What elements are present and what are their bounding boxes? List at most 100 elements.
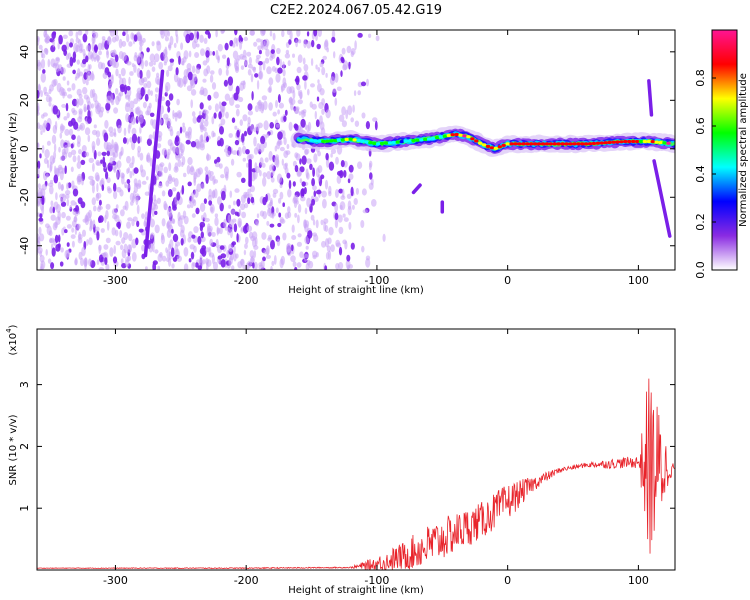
heatmap-ridge-cell [450, 133, 455, 137]
heatmap-noise-cell [291, 235, 297, 240]
spectrogram-y-axis-label: Frequency (Hz) [8, 112, 19, 188]
heatmap-noise-cell [180, 225, 185, 233]
heatmap-noise-cell [153, 199, 158, 207]
heatmap-noise-cell [121, 237, 126, 244]
heatmap-noise-cell [269, 30, 273, 37]
snr-y-multiplier: (x104) [5, 324, 19, 355]
heatmap-noise-cell [338, 246, 343, 256]
heatmap-noise-cell [199, 202, 206, 212]
heatmap-noise-cell [361, 188, 367, 196]
heatmap-noise-cell [157, 163, 164, 173]
heatmap-noise-cell [235, 104, 240, 109]
heatmap-noise-cell [168, 211, 173, 219]
heatmap-noise-cell [139, 45, 143, 52]
heatmap-noise-cell [236, 198, 241, 207]
heatmap-noise-cell [370, 178, 374, 186]
heatmap-noise-cell [342, 213, 346, 218]
heatmap-noise-cell [301, 181, 306, 187]
heatmap-noise-cell [328, 191, 332, 197]
heatmap-noise-cell [261, 43, 265, 51]
heatmap-noise-cell [259, 170, 262, 177]
heatmap-noise-cell [231, 150, 238, 156]
heatmap-noise-cell [266, 171, 272, 180]
heatmap-noise-cell [340, 160, 345, 168]
heatmap-noise-cell [279, 58, 282, 68]
heatmap-ridge-cell [368, 141, 373, 145]
heatmap-noise-cell [61, 211, 66, 219]
heatmap-noise-cell [304, 253, 309, 259]
heatmap-noise-cell [194, 188, 199, 198]
snr-y-axis-label: SNR (10 * v/v) [8, 414, 19, 485]
heatmap-noise-cell [242, 49, 247, 58]
heatmap-noise-cell [341, 106, 346, 116]
heatmap-noise-cell [294, 78, 300, 83]
heatmap-noise-cell [139, 152, 144, 161]
heatmap-noise-cell [202, 109, 208, 114]
heatmap-noise-cell [268, 150, 273, 161]
heatmap-noise-cell [165, 85, 169, 94]
heatmap-noise-cell [304, 236, 310, 245]
heatmap-noise-cell [54, 234, 59, 244]
heatmap-noise-cell [263, 120, 269, 131]
heatmap-noise-cell [119, 230, 123, 238]
heatmap-noise-cell [167, 106, 171, 113]
heatmap-noise-cell [297, 233, 302, 238]
heatmap-noise-cell [346, 254, 351, 262]
heatmap-noise-cell [249, 185, 255, 193]
heatmap-ridge-cell [521, 142, 526, 146]
heatmap-noise-cell [109, 144, 114, 149]
heatmap-noise-cell [131, 155, 135, 165]
heatmap-ridge-cell [525, 142, 530, 146]
heatmap-noise-cell [324, 179, 329, 190]
heatmap-noise-cell [200, 48, 205, 56]
heatmap-noise-cell [190, 192, 195, 201]
heatmap-ridge-cell [638, 139, 644, 144]
heatmap-noise-cell [316, 96, 320, 102]
heatmap-noise-cell [205, 174, 209, 185]
heatmap-noise-cell [347, 178, 351, 184]
heatmap-noise-cell [315, 219, 319, 229]
heatmap-noise-cell [217, 55, 220, 61]
heatmap-noise-cell [236, 233, 239, 243]
colorbar-tick-label: 0.0 [694, 261, 707, 279]
heatmap-noise-cell [138, 228, 144, 233]
spectrogram-x-tick-label: -300 [103, 274, 128, 287]
heatmap-noise-cell [180, 238, 184, 246]
heatmap-noise-cell [167, 189, 173, 198]
heatmap-noise-cell [119, 91, 124, 97]
heatmap-ridge-cell [317, 139, 322, 143]
heatmap-noise-cell [165, 100, 171, 107]
heatmap-noise-cell [50, 200, 54, 207]
heatmap-noise-cell [113, 190, 118, 200]
heatmap-noise-cell [214, 162, 221, 168]
heatmap-noise-cell [270, 177, 275, 183]
heatmap-ridge-cell [458, 133, 463, 137]
heatmap-noise-cell [117, 124, 122, 134]
heatmap-noise-cell [192, 73, 198, 82]
heatmap-noise-cell [177, 159, 182, 168]
heatmap-noise-cell [224, 148, 228, 153]
heatmap-noise-cell [64, 128, 70, 136]
heatmap-noise-cell [138, 77, 145, 86]
heatmap-noise-cell [307, 88, 310, 96]
heatmap-noise-cell [93, 57, 97, 62]
heatmap-noise-cell [86, 71, 92, 82]
heatmap-noise-cell [235, 37, 239, 47]
heatmap-noise-cell [84, 127, 91, 136]
heatmap-noise-cell [98, 216, 102, 223]
heatmap-ridge-cell [470, 137, 475, 141]
heatmap-noise-cell [160, 234, 165, 245]
heatmap-noise-cell [45, 48, 49, 56]
heatmap-noise-cell [116, 160, 122, 169]
heatmap-noise-cell [71, 240, 75, 248]
heatmap-noise-cell [91, 197, 97, 206]
heatmap-noise-cell [156, 197, 161, 204]
heatmap-noise-cell [234, 125, 238, 130]
heatmap-noise-cell [72, 51, 77, 60]
spectrogram-x-tick-label: 0 [504, 274, 511, 287]
heatmap-noise-cell [100, 106, 105, 113]
heatmap-noise-cell [161, 148, 168, 156]
heatmap-noise-cell [104, 214, 107, 224]
heatmap-noise-cell [227, 76, 234, 86]
heatmap-noise-cell [167, 139, 173, 147]
